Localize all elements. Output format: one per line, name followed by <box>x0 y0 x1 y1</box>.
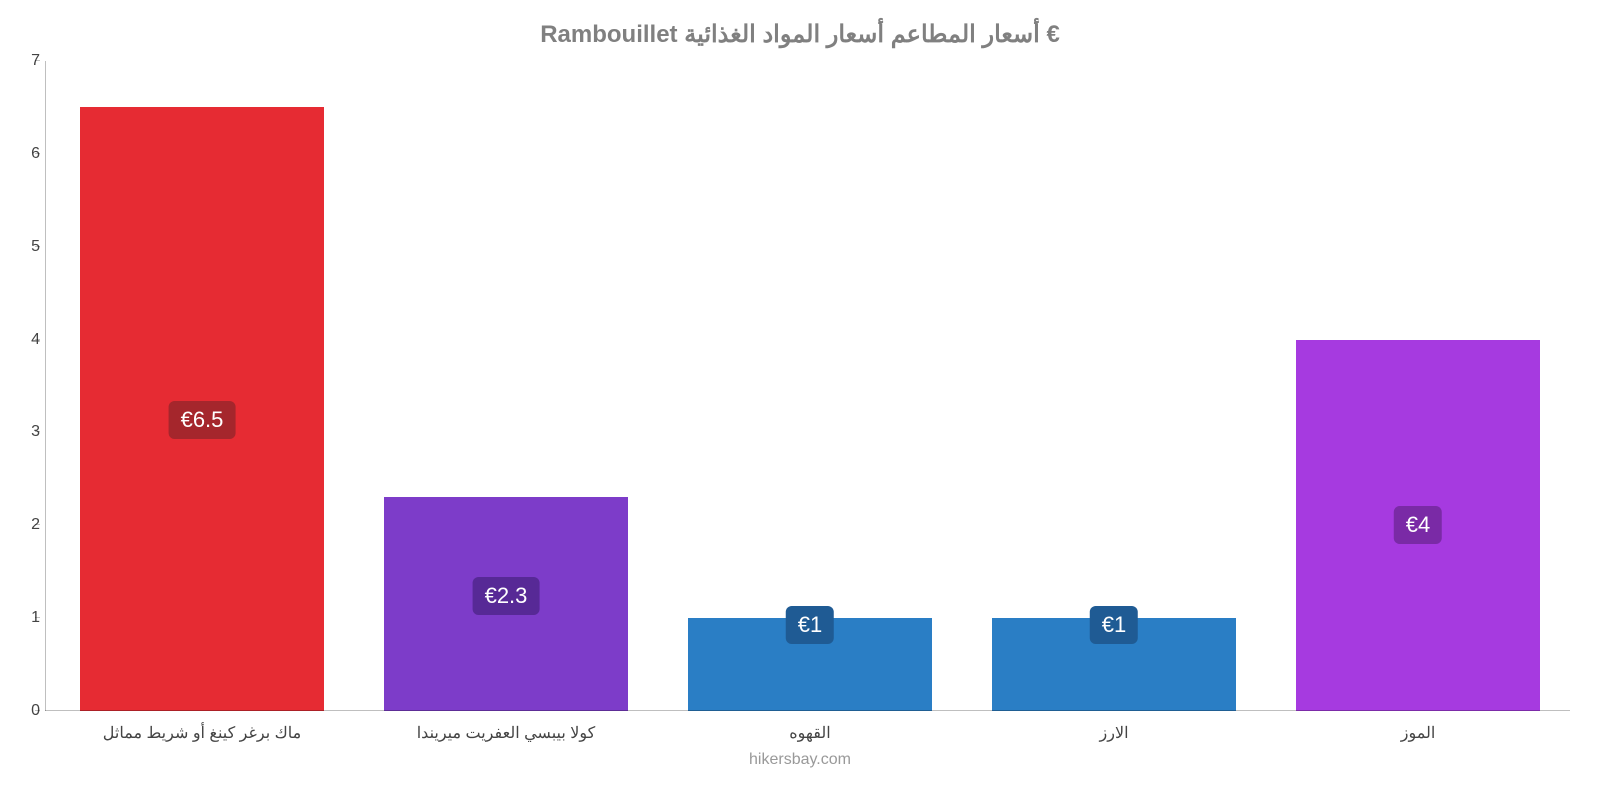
bar-value-label: €2.3 <box>473 577 540 615</box>
x-axis <box>45 710 1570 711</box>
bar-slot: €6.5 <box>50 61 354 711</box>
y-tick-mark <box>35 617 40 618</box>
bars-container: €6.5€2.3€1€1€4 <box>50 61 1570 711</box>
x-category-label: القهوه <box>658 723 962 743</box>
y-tick-label: 4 <box>5 331 40 349</box>
y-tick-mark <box>35 339 40 340</box>
bar-value-label: €1 <box>786 606 834 644</box>
bar-slot: €4 <box>1266 61 1570 711</box>
x-labels: ماك برغر كينغ أو شريط مماثلكولا بيبسي ال… <box>50 723 1570 743</box>
price-bar-chart: € أسعار المطاعم أسعار المواد الغذائية Ra… <box>0 0 1600 800</box>
chart-title: € أسعار المطاعم أسعار المواد الغذائية Ra… <box>0 20 1600 49</box>
bar-slot: €1 <box>658 61 962 711</box>
bar: €6.5 <box>80 107 323 711</box>
y-tick-label: 7 <box>5 52 40 70</box>
bar-slot: €2.3 <box>354 61 658 711</box>
y-tick-mark <box>35 60 40 61</box>
y-tick-label: 6 <box>5 145 40 163</box>
bar-slot: €1 <box>962 61 1266 711</box>
plot-area: 01234567 €6.5€2.3€1€1€4 <box>50 61 1570 711</box>
y-tick-label: 5 <box>5 238 40 256</box>
bar: €1 <box>688 618 931 711</box>
y-tick-mark <box>35 431 40 432</box>
bar-value-label: €1 <box>1090 606 1138 644</box>
chart-credit: hikersbay.com <box>0 751 1600 769</box>
bar: €4 <box>1296 340 1539 711</box>
x-category-label: كولا بيبسي العفريت ميريندا <box>354 723 658 743</box>
bar-value-label: €4 <box>1394 506 1442 544</box>
x-category-label: الموز <box>1266 723 1570 743</box>
y-tick-mark <box>35 153 40 154</box>
x-category-label: ماك برغر كينغ أو شريط مماثل <box>50 723 354 743</box>
y-tick-label: 0 <box>5 702 40 720</box>
y-tick-label: 1 <box>5 609 40 627</box>
y-tick-label: 2 <box>5 516 40 534</box>
y-tick-mark <box>35 524 40 525</box>
bar: €2.3 <box>384 497 627 711</box>
y-tick-mark <box>35 710 40 711</box>
y-axis: 01234567 <box>45 61 46 711</box>
y-tick-mark <box>35 246 40 247</box>
y-tick-label: 3 <box>5 423 40 441</box>
bar: €1 <box>992 618 1235 711</box>
x-category-label: الارز <box>962 723 1266 743</box>
bar-value-label: €6.5 <box>169 401 236 439</box>
